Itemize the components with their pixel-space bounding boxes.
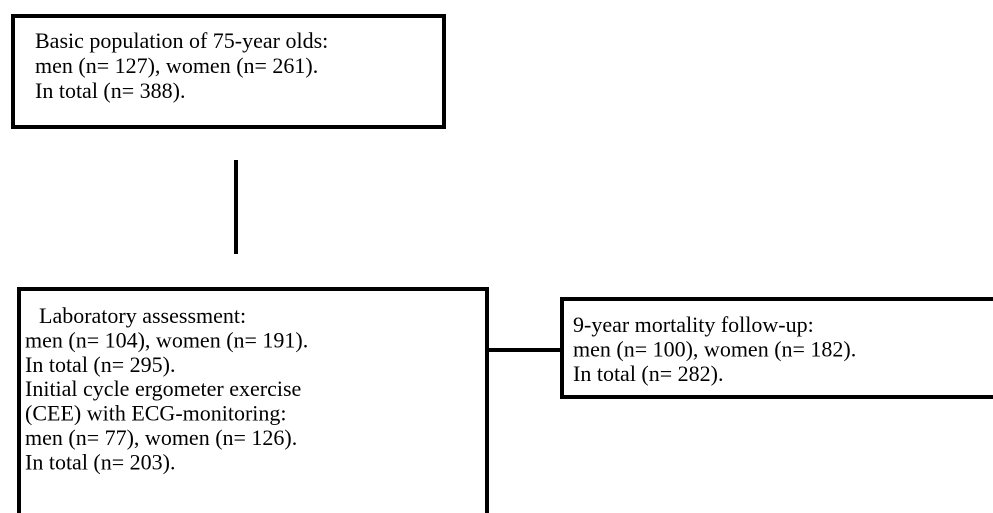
box-text-line: In total (n= 388).: [35, 78, 186, 103]
box-text-line: Basic population of 75-year olds:: [35, 28, 328, 53]
texts: Basic population of 75-year olds:men (n=…: [25, 28, 856, 474]
box-text-line: In total (n= 295).: [25, 352, 176, 377]
box-text-line: In total (n= 203).: [25, 449, 176, 474]
box-text-line: men (n= 77), women (n= 126).: [25, 425, 297, 450]
box-text-line: men (n= 104), women (n= 191).: [25, 327, 308, 352]
box-text-line: (CEE) with ECG-monitoring:: [25, 401, 287, 426]
box-text-line: Initial cycle ergometer exercise: [25, 376, 301, 401]
box-text-line: men (n= 100), women (n= 182).: [573, 337, 856, 362]
box-text-line: men (n= 127), women (n= 261).: [35, 53, 318, 78]
box-text-line: 9-year mortality follow-up:: [573, 312, 814, 337]
population-box: [11, 14, 446, 129]
box-text-line: Laboratory assessment:: [39, 303, 246, 328]
laboratory-box: [17, 287, 489, 513]
box-text-line: In total (n= 282).: [573, 361, 724, 386]
follow-up-box: [560, 297, 993, 399]
